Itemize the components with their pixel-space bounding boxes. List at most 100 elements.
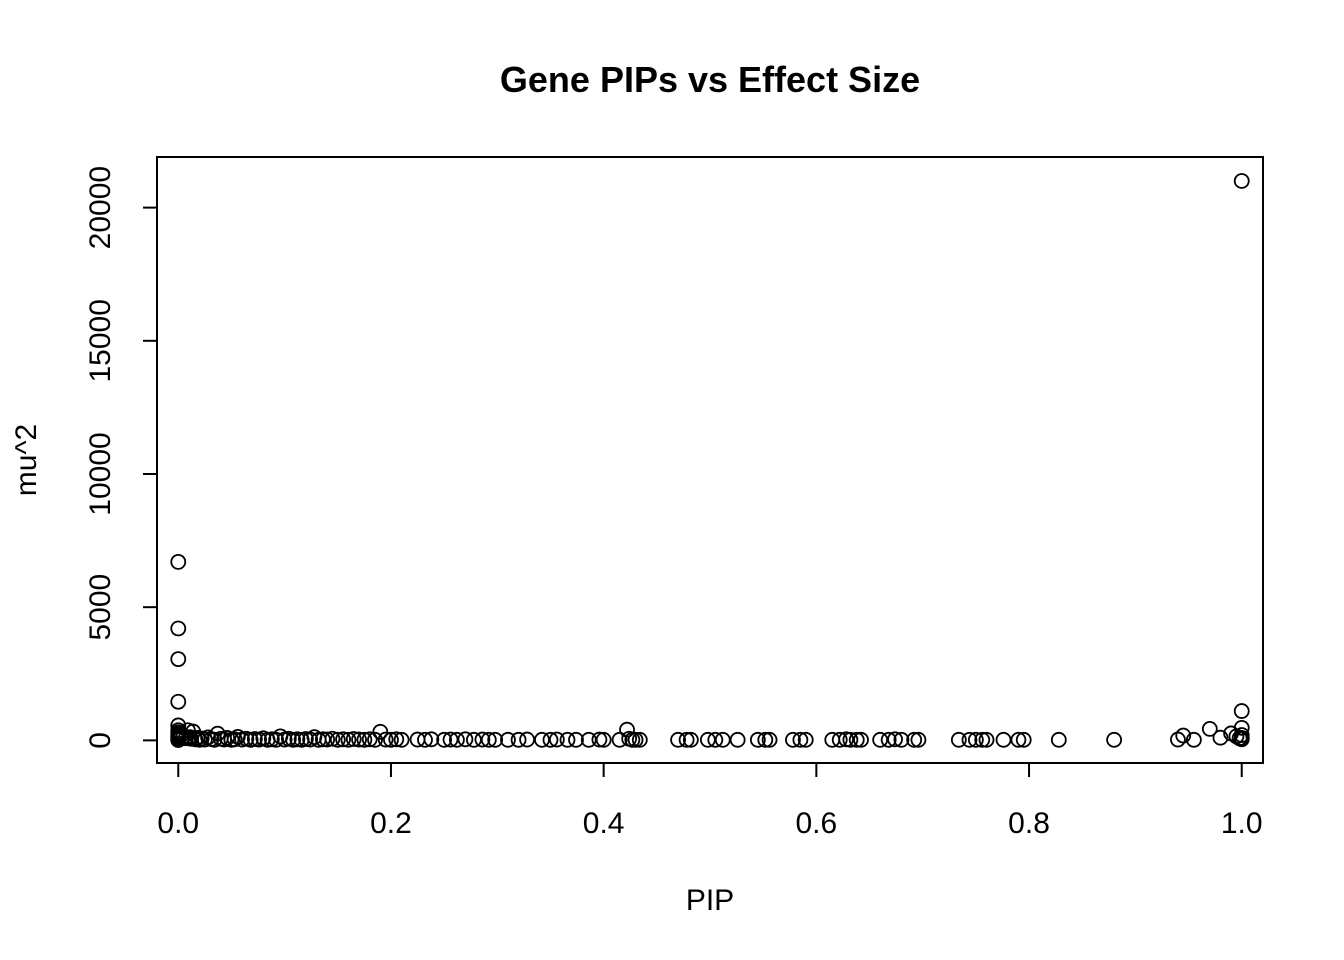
y-tick-label: 0 [84, 732, 117, 749]
scatter-point [880, 731, 897, 748]
scatter-point [319, 731, 336, 748]
scatter-point [329, 731, 346, 748]
scatter-point [457, 731, 474, 748]
scatter-point [423, 731, 440, 748]
scatter-point [848, 731, 865, 748]
scatter-point [170, 620, 187, 637]
scatter-point [853, 731, 869, 748]
scatter-point [480, 731, 497, 748]
scatter-point [872, 731, 889, 748]
scatter-point [961, 731, 978, 748]
scatter-point [1175, 727, 1192, 744]
scatter-point [995, 731, 1012, 748]
scatter-point [335, 731, 352, 748]
scatter-point [436, 731, 453, 748]
scatter-point [1170, 731, 1186, 748]
scatter-point [1015, 731, 1032, 748]
x-tick-label: 0.2 [370, 807, 412, 840]
scatter-point [950, 731, 967, 748]
scatter-point [268, 731, 285, 748]
scatter-point [831, 731, 848, 748]
x-tick-label: 0.8 [1008, 807, 1050, 840]
scatter-point [500, 731, 516, 748]
scatter-point [568, 731, 584, 748]
scatter-point [448, 731, 465, 748]
y-tick-label: 5000 [84, 574, 117, 641]
x-tick-label: 1.0 [1221, 807, 1263, 840]
chart-title: Gene PIPs vs Effect Size [500, 59, 920, 100]
scatter-point [388, 731, 405, 748]
scatter-point [906, 731, 923, 748]
x-tick-label: 0.0 [157, 807, 199, 840]
scatter-point [314, 731, 331, 748]
scatter-point [792, 731, 809, 748]
scatter-point [170, 553, 187, 570]
scatter-point [1050, 731, 1067, 748]
scatter-point [324, 730, 341, 747]
plot-frame [156, 156, 1264, 764]
scatter-point [474, 731, 491, 748]
scatter-point [1106, 731, 1123, 748]
scatter-point [196, 731, 213, 748]
scatter-point [383, 731, 399, 748]
y-axis: 0 5000 10000 15000 20000 [84, 166, 158, 749]
scatter-point [487, 731, 504, 748]
scatter-point [707, 731, 724, 748]
scatter-point [797, 731, 814, 748]
scatter-point [519, 731, 535, 748]
scatter-point [372, 723, 389, 740]
scatter-point [682, 731, 699, 748]
scatter-point [611, 731, 628, 748]
scatter-point [361, 731, 378, 748]
scatter-point [749, 731, 766, 748]
scatter-point [631, 731, 648, 748]
scatter-point [1233, 719, 1250, 736]
scatter-point [729, 731, 746, 748]
scatter-point [1201, 721, 1218, 737]
scatter-point [887, 731, 903, 748]
scatter-point [670, 731, 686, 748]
scatter-point [967, 731, 984, 748]
scatter-point [1212, 729, 1229, 746]
scatter-point [1010, 731, 1027, 748]
x-axis-label: PIP [686, 884, 734, 917]
x-tick-label: 0.6 [795, 807, 837, 840]
y-tick-label: 20000 [84, 166, 117, 249]
scatter-point [170, 693, 187, 710]
scatter-point [761, 731, 778, 748]
scatter-point [974, 731, 991, 748]
scatter-point [559, 731, 576, 748]
scatter-point [226, 731, 243, 748]
scatter-point [377, 731, 394, 748]
scatter-point [367, 731, 383, 748]
scatter-point [627, 731, 644, 748]
scatter-point [591, 731, 608, 748]
x-tick-label: 0.4 [583, 807, 625, 840]
scatter-point [910, 731, 927, 748]
scatter-point [534, 731, 550, 748]
scatter-point [785, 731, 801, 748]
scatter-point [542, 731, 559, 748]
scatter-point [351, 731, 367, 748]
data-points [170, 173, 1250, 748]
scatter-point [1233, 731, 1250, 748]
scatter-point [1233, 173, 1250, 189]
x-axis: 0.0 0.2 0.4 0.6 0.8 1.0 [157, 762, 1263, 840]
y-tick-label: 10000 [84, 432, 117, 515]
scatter-point [345, 731, 362, 747]
scatter-point [272, 728, 289, 745]
scatter-point [417, 731, 433, 748]
scatter-point [393, 731, 410, 748]
scatter-point [842, 731, 859, 748]
scatter-point [978, 731, 995, 748]
scatter-point [510, 731, 527, 748]
scatter-point [356, 731, 373, 748]
scatter-point [170, 651, 187, 668]
scatter-point [1233, 703, 1250, 719]
scatter-point [678, 731, 695, 748]
y-tick-label: 15000 [84, 299, 117, 382]
scatter-point [548, 731, 565, 748]
y-axis-label: mu^2 [10, 424, 43, 496]
scatter-point [893, 731, 910, 748]
